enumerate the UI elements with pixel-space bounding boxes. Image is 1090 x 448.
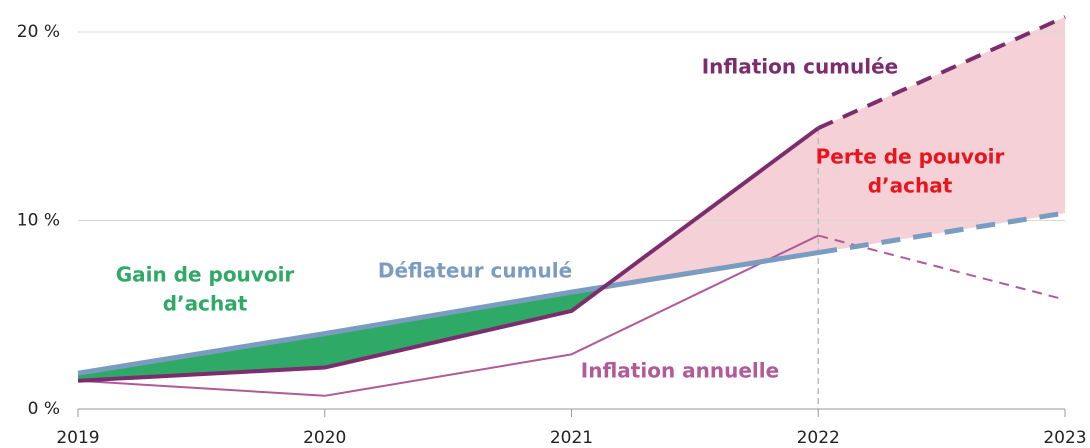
annotation: Déflateur cumulé [378,259,572,283]
x-tick-label: 2023 [1043,428,1086,448]
annotation: d’achat [163,292,248,316]
annotation: Perte de pouvoir [816,145,1005,169]
projection-line-series [817,15,1066,130]
annotation: d’achat [868,174,953,198]
x-tick-label: 2022 [797,428,840,448]
x-tick-label: 2019 [56,428,99,448]
y-tick-label: 10 % [17,211,60,231]
series-line [77,126,820,383]
annotation: Inflation cumulée [702,55,899,79]
loss-area [603,16,1065,287]
x-tick-label: 2021 [550,428,593,448]
annotation: Gain de pouvoir [116,263,295,287]
y-tick-label: 0 % [28,399,60,419]
x-tick-label: 2020 [303,428,346,448]
y-tick-label: 20 % [17,22,60,42]
projection-line-series [817,210,1066,256]
series-line [77,250,819,376]
annotation: Inflation annuelle [581,359,779,383]
series-line [77,234,819,397]
